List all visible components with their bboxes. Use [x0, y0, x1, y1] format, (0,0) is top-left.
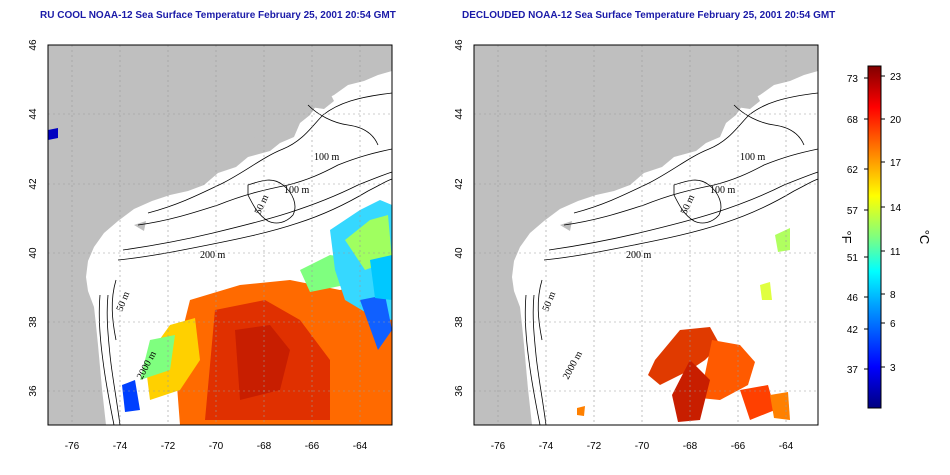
celsius-tick-label: 14 — [890, 203, 902, 214]
lon-tick-label: -66 — [731, 441, 746, 452]
fahrenheit-tick-label: 46 — [847, 293, 859, 304]
contour-label: 100 m — [284, 185, 310, 196]
contour-label: 200 m — [626, 250, 652, 261]
fahrenheit-tick-label: 51 — [847, 253, 859, 264]
lon-tick-label: -72 — [161, 441, 176, 452]
contour-label: 100 m — [710, 185, 736, 196]
lat-tick-label: 36 — [454, 385, 465, 397]
lat-tick-label: 38 — [454, 316, 465, 328]
right-map-panel: 100 m 100 m 50 m 200 m 50 m 2000 m -76 -… — [454, 39, 819, 452]
lon-tick-label: -70 — [635, 441, 650, 452]
celsius-tick-label: 17 — [890, 158, 902, 169]
celsius-tick-label: 20 — [890, 115, 902, 126]
lon-tick-label: -66 — [305, 441, 320, 452]
left-map-title: RU COOL NOAA-12 Sea Surface Temperature … — [40, 10, 396, 21]
lat-tick-label: 46 — [454, 39, 465, 51]
lon-tick-label: -76 — [65, 441, 80, 452]
colorbar-gradient — [867, 65, 882, 409]
lon-tick-label: -74 — [113, 441, 128, 452]
lat-tick-label: 44 — [454, 108, 465, 120]
lat-tick-label: 40 — [28, 247, 39, 259]
lat-lon-grid — [48, 45, 392, 425]
fahrenheit-tick-label: 37 — [847, 365, 859, 376]
sst-swath — [577, 228, 790, 422]
celsius-unit-label: °C — [917, 230, 932, 245]
fahrenheit-unit-label: °F — [839, 230, 854, 243]
fahrenheit-tick-label: 73 — [847, 74, 859, 85]
celsius-tick-label: 8 — [890, 290, 896, 301]
celsius-tick-label: 3 — [890, 363, 896, 374]
lon-tick-label: -64 — [779, 441, 794, 452]
sst-swath — [48, 128, 392, 425]
lat-tick-label: 42 — [28, 178, 39, 190]
map-frame — [47, 44, 393, 426]
celsius-tick-label: 23 — [890, 72, 902, 83]
lat-tick-label: 40 — [454, 247, 465, 259]
lon-tick-label: -64 — [353, 441, 368, 452]
lon-tick-label: -70 — [209, 441, 224, 452]
lon-tick-label: -72 — [587, 441, 602, 452]
contour-label: 200 m — [200, 250, 226, 261]
map-frame — [473, 44, 819, 426]
lat-tick-label: 42 — [454, 178, 465, 190]
lat-tick-label: 38 — [28, 316, 39, 328]
lat-tick-label: 36 — [28, 385, 39, 397]
lon-tick-label: -68 — [683, 441, 698, 452]
lat-tick-label: 44 — [28, 108, 39, 120]
right-map-title: DECLOUDED NOAA-12 Sea Surface Temperatur… — [462, 10, 836, 21]
contour-label: 100 m — [314, 152, 340, 163]
fahrenheit-tick-label: 42 — [847, 325, 859, 336]
fahrenheit-tick-label: 62 — [847, 165, 859, 176]
temperature-colorbar: 73 68 62 57 51 46 42 37 23 20 17 14 11 8… — [839, 65, 932, 409]
lat-tick-label: 46 — [28, 39, 39, 51]
fahrenheit-tick-label: 57 — [847, 206, 859, 217]
lat-lon-grid — [474, 45, 818, 425]
celsius-tick-label: 6 — [890, 319, 896, 330]
contour-label: 100 m — [740, 152, 766, 163]
left-map-panel: 100 m 100 m 50 m 200 m 50 m 2000 m -76 -… — [28, 39, 393, 452]
lon-tick-label: -74 — [539, 441, 554, 452]
lon-tick-label: -68 — [257, 441, 272, 452]
fahrenheit-tick-label: 68 — [847, 115, 859, 126]
celsius-tick-label: 11 — [890, 247, 901, 258]
lon-tick-label: -76 — [491, 441, 506, 452]
